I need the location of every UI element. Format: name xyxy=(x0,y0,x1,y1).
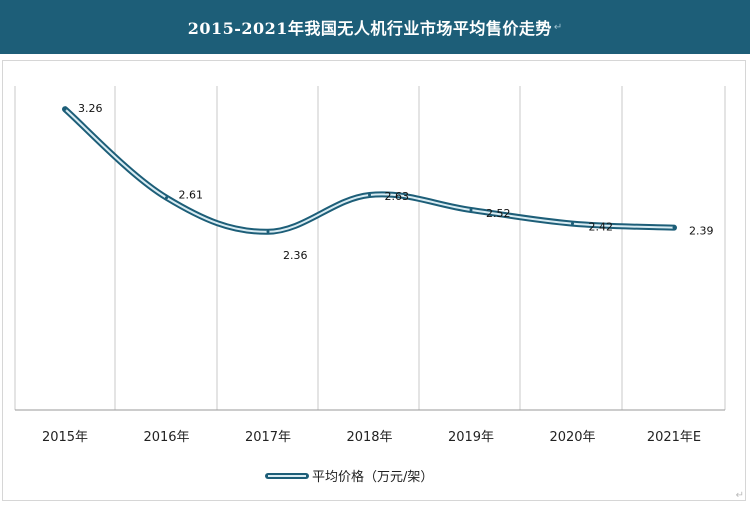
data-point xyxy=(571,222,574,226)
data-label: 2.63 xyxy=(385,190,410,203)
data-labels: 3.26 2.61 2.36 2.63 2.52 2.42 2.39 xyxy=(78,102,714,262)
x-axis-ticks: 2015年 2016年 2017年 2018年 2019年 2020年 2021年E xyxy=(42,430,701,445)
x-tick-label: 2020年 xyxy=(549,430,595,445)
legend: 平均价格（万元/架） xyxy=(265,469,433,485)
x-tick-label: 2021年E xyxy=(647,430,701,445)
data-label: 2.39 xyxy=(689,225,714,238)
x-tick-label: 2019年 xyxy=(448,430,494,445)
x-tick-label: 2015年 xyxy=(42,430,88,445)
data-point xyxy=(63,107,67,111)
grid-lines xyxy=(14,86,726,411)
x-tick-label: 2018年 xyxy=(346,430,392,445)
series-line-outer xyxy=(62,106,677,235)
x-tick-label: 2016年 xyxy=(143,430,189,445)
data-label: 2.52 xyxy=(486,207,511,220)
corner-mark-icon: ↵ xyxy=(735,490,744,501)
paragraph-mark-icon: ↵ xyxy=(553,21,563,33)
data-point xyxy=(165,196,168,200)
data-label: 2.36 xyxy=(283,249,308,262)
data-point xyxy=(368,193,371,197)
data-point xyxy=(266,230,270,234)
chart-frame xyxy=(2,60,746,501)
data-label: 2.61 xyxy=(179,189,204,202)
data-label: 3.26 xyxy=(78,102,103,115)
data-point xyxy=(672,226,676,230)
x-tick-label: 2017年 xyxy=(245,430,291,445)
data-point xyxy=(469,208,473,212)
legend-label: 平均价格（万元/架） xyxy=(312,469,433,485)
series-line-highlight xyxy=(64,108,675,233)
data-label: 2.42 xyxy=(589,221,614,234)
plot-area xyxy=(62,106,677,235)
chart-title-bar: 2015-2021年我国无人机行业市场平均售价走势 ↵ xyxy=(0,0,750,54)
chart-title: 2015-2021年我国无人机行业市场平均售价走势 xyxy=(187,19,552,38)
